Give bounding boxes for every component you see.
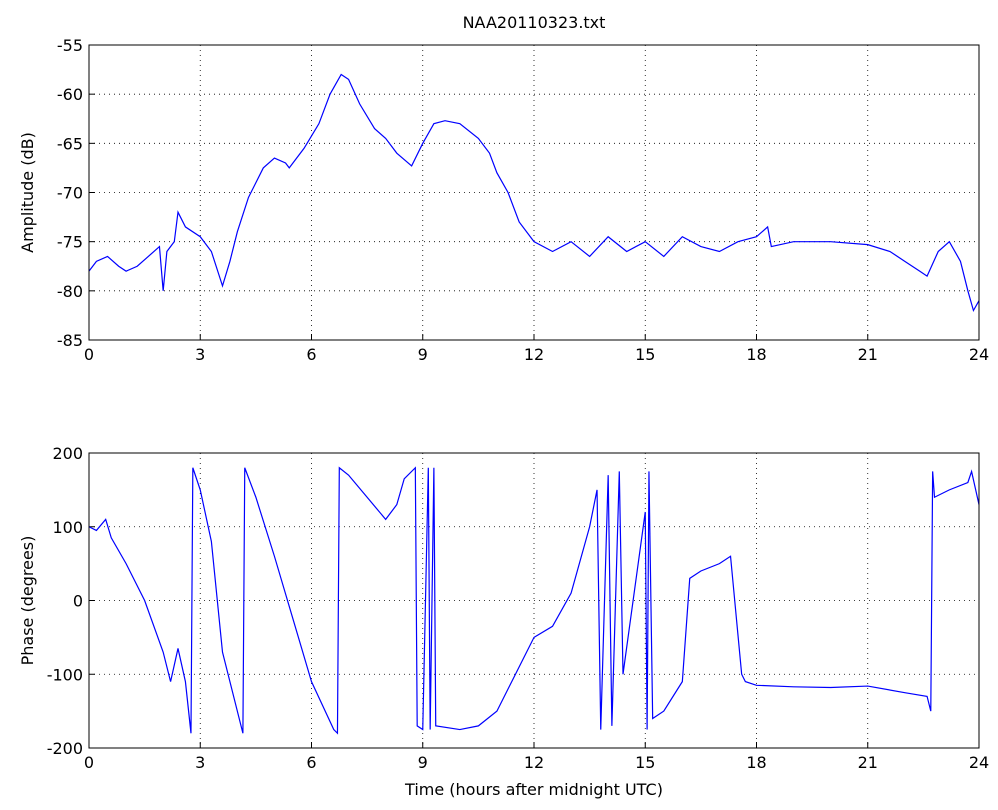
y-axis-label: Phase (degrees)	[18, 536, 37, 666]
x-tick-label: 24	[969, 345, 989, 364]
y-tick-label: -200	[47, 739, 83, 758]
y-axis-label: Amplitude (dB)	[18, 132, 37, 253]
data-line	[88, 73, 980, 313]
x-tick-label: 21	[858, 753, 878, 772]
x-tick-label: 0	[84, 345, 94, 364]
x-tick-label: 15	[635, 345, 655, 364]
y-tick-label: -85	[57, 331, 83, 350]
x-tick-label: 12	[524, 345, 544, 364]
x-tick-label: 3	[195, 753, 205, 772]
y-tick-label: 100	[52, 518, 83, 537]
y-tick-label: -80	[57, 282, 83, 301]
x-tick-label: 18	[746, 753, 766, 772]
x-tick-label: 6	[306, 345, 316, 364]
y-tick-label: 0	[73, 592, 83, 611]
axes-box	[88, 44, 980, 341]
y-tick-label: -55	[57, 36, 83, 55]
x-tick-label: 9	[418, 753, 428, 772]
y-tick-label: -70	[57, 184, 83, 203]
x-tick-label: 21	[858, 345, 878, 364]
x-tick-label: 12	[524, 753, 544, 772]
chart-title: NAA20110323.txt	[463, 13, 606, 32]
x-tick-label: 9	[418, 345, 428, 364]
x-tick-label: 3	[195, 345, 205, 364]
x-tick-label: 6	[306, 753, 316, 772]
y-tick-label: -60	[57, 85, 83, 104]
x-tick-label: 24	[969, 753, 989, 772]
axes-box	[88, 452, 980, 749]
x-tick-label: 18	[746, 345, 766, 364]
x-tick-label: 0	[84, 753, 94, 772]
x-tick-label: 15	[635, 753, 655, 772]
y-tick-label: -75	[57, 233, 83, 252]
y-tick-label: -100	[47, 665, 83, 684]
y-tick-label: -65	[57, 134, 83, 153]
data-line	[88, 466, 980, 735]
y-tick-label: 200	[52, 444, 83, 463]
x-axis-label: Time (hours after midnight UTC)	[404, 780, 663, 799]
